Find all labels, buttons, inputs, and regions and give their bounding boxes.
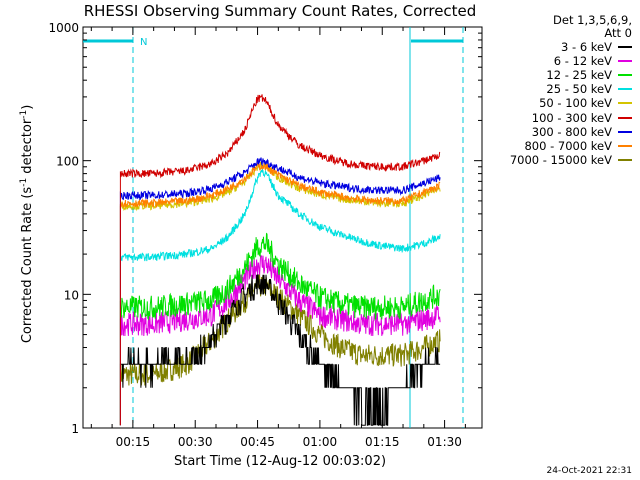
legend-swatch: [618, 60, 632, 63]
legend-swatch: [618, 88, 632, 91]
legend-header: Det 1,3,5,6,9, Att 0: [553, 14, 632, 40]
legend-swatch: [618, 116, 632, 119]
legend-label: 25 - 50 keV: [546, 82, 612, 97]
x-axis-label: Start Time (12-Aug-12 00:03:02): [173, 454, 387, 469]
legend-label: 3 - 6 keV: [561, 40, 612, 55]
x-tick-label: 01:00: [303, 435, 338, 449]
legend-item: 6 - 12 keV: [510, 54, 632, 68]
legend-label: 100 - 300 keV: [531, 110, 612, 125]
series-line-8: [119, 273, 441, 426]
y-axis-label-mid: detector: [20, 118, 36, 178]
legend-item: 800 - 7000 keV: [510, 139, 632, 153]
y-axis-label-sup1: -1: [18, 177, 29, 187]
legend-item: 12 - 25 keV: [510, 68, 632, 82]
x-tick-label: 00:15: [116, 435, 151, 449]
axes-frame: [82, 26, 483, 429]
legend-swatch: [618, 74, 632, 77]
series-line-1: [119, 254, 441, 426]
legend-label: 6 - 12 keV: [553, 54, 612, 69]
x-tick-label: 00:45: [240, 435, 275, 449]
y-axis-label: Corrected Count Rate (s-1 detector-1): [18, 105, 36, 344]
y-tick-label: 100: [56, 155, 79, 169]
legend-item: 25 - 50 keV: [510, 82, 632, 96]
series-line-2: [119, 232, 441, 426]
legend-item: 7000 - 15000 keV: [510, 153, 632, 167]
series-line-0: [119, 274, 441, 426]
series-line-7: [119, 160, 441, 426]
chart-title: RHESSI Observing Summary Count Rates, Co…: [83, 2, 477, 20]
legend-swatch: [618, 144, 632, 147]
legend-header-line-2: Att 0: [604, 26, 632, 40]
legend-item: 300 - 800 keV: [510, 125, 632, 139]
legend-swatch: [618, 158, 632, 161]
legend-label: 7000 - 15000 keV: [509, 152, 612, 167]
legend: 3 - 6 keV 6 - 12 keV 12 - 25 keV 25 - 50…: [510, 40, 632, 167]
y-tick-label: 1: [71, 422, 79, 436]
legend-item: 3 - 6 keV: [510, 40, 632, 54]
legend-label: 50 - 100 keV: [539, 96, 612, 111]
legend-swatch: [618, 46, 632, 49]
legend-item: 100 - 300 keV: [510, 110, 632, 125]
y-axis-label-sup2: -1: [18, 109, 29, 119]
legend-label: 12 - 25 keV: [546, 68, 612, 83]
y-axis-label-main: Corrected Count Rate (s: [20, 186, 36, 344]
series-line-3: [119, 168, 441, 426]
legend-item: 50 - 100 keV: [510, 96, 632, 110]
y-tick-label: 10: [64, 288, 79, 302]
timestamp-footer: 24-Oct-2021 22:31: [546, 466, 632, 476]
series-line-6: [119, 157, 441, 426]
legend-label: 300 - 800 keV: [531, 124, 612, 139]
legend-label: 800 - 7000 keV: [524, 138, 612, 153]
x-tick-label: 01:30: [427, 435, 462, 449]
y-tick-label: 1000: [48, 21, 79, 35]
annotation-n: N: [140, 37, 147, 48]
legend-header-line-1: Det 1,3,5,6,9,: [553, 13, 632, 27]
x-tick-label: 00:30: [178, 435, 213, 449]
y-axis-label-end: ): [20, 104, 36, 110]
series-line-5: [119, 94, 441, 426]
legend-swatch: [618, 130, 632, 133]
legend-swatch: [618, 102, 632, 105]
x-tick-label: 01:15: [365, 435, 400, 449]
